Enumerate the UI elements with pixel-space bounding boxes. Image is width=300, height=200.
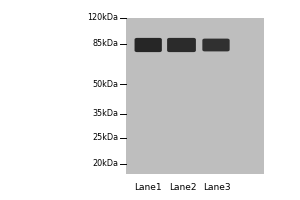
Text: 20kDa: 20kDa xyxy=(92,160,119,168)
Text: 50kDa: 50kDa xyxy=(92,80,119,88)
Text: 85kDa: 85kDa xyxy=(92,40,119,48)
Text: Lane2: Lane2 xyxy=(169,184,197,192)
FancyBboxPatch shape xyxy=(135,38,162,52)
FancyBboxPatch shape xyxy=(167,38,196,52)
Text: Lane1: Lane1 xyxy=(134,184,162,192)
Text: 25kDa: 25kDa xyxy=(92,134,119,142)
Bar xyxy=(126,18,264,174)
Text: Lane3: Lane3 xyxy=(203,184,231,192)
Text: 35kDa: 35kDa xyxy=(92,110,119,118)
Text: 120kDa: 120kDa xyxy=(88,14,118,22)
FancyBboxPatch shape xyxy=(202,39,230,51)
